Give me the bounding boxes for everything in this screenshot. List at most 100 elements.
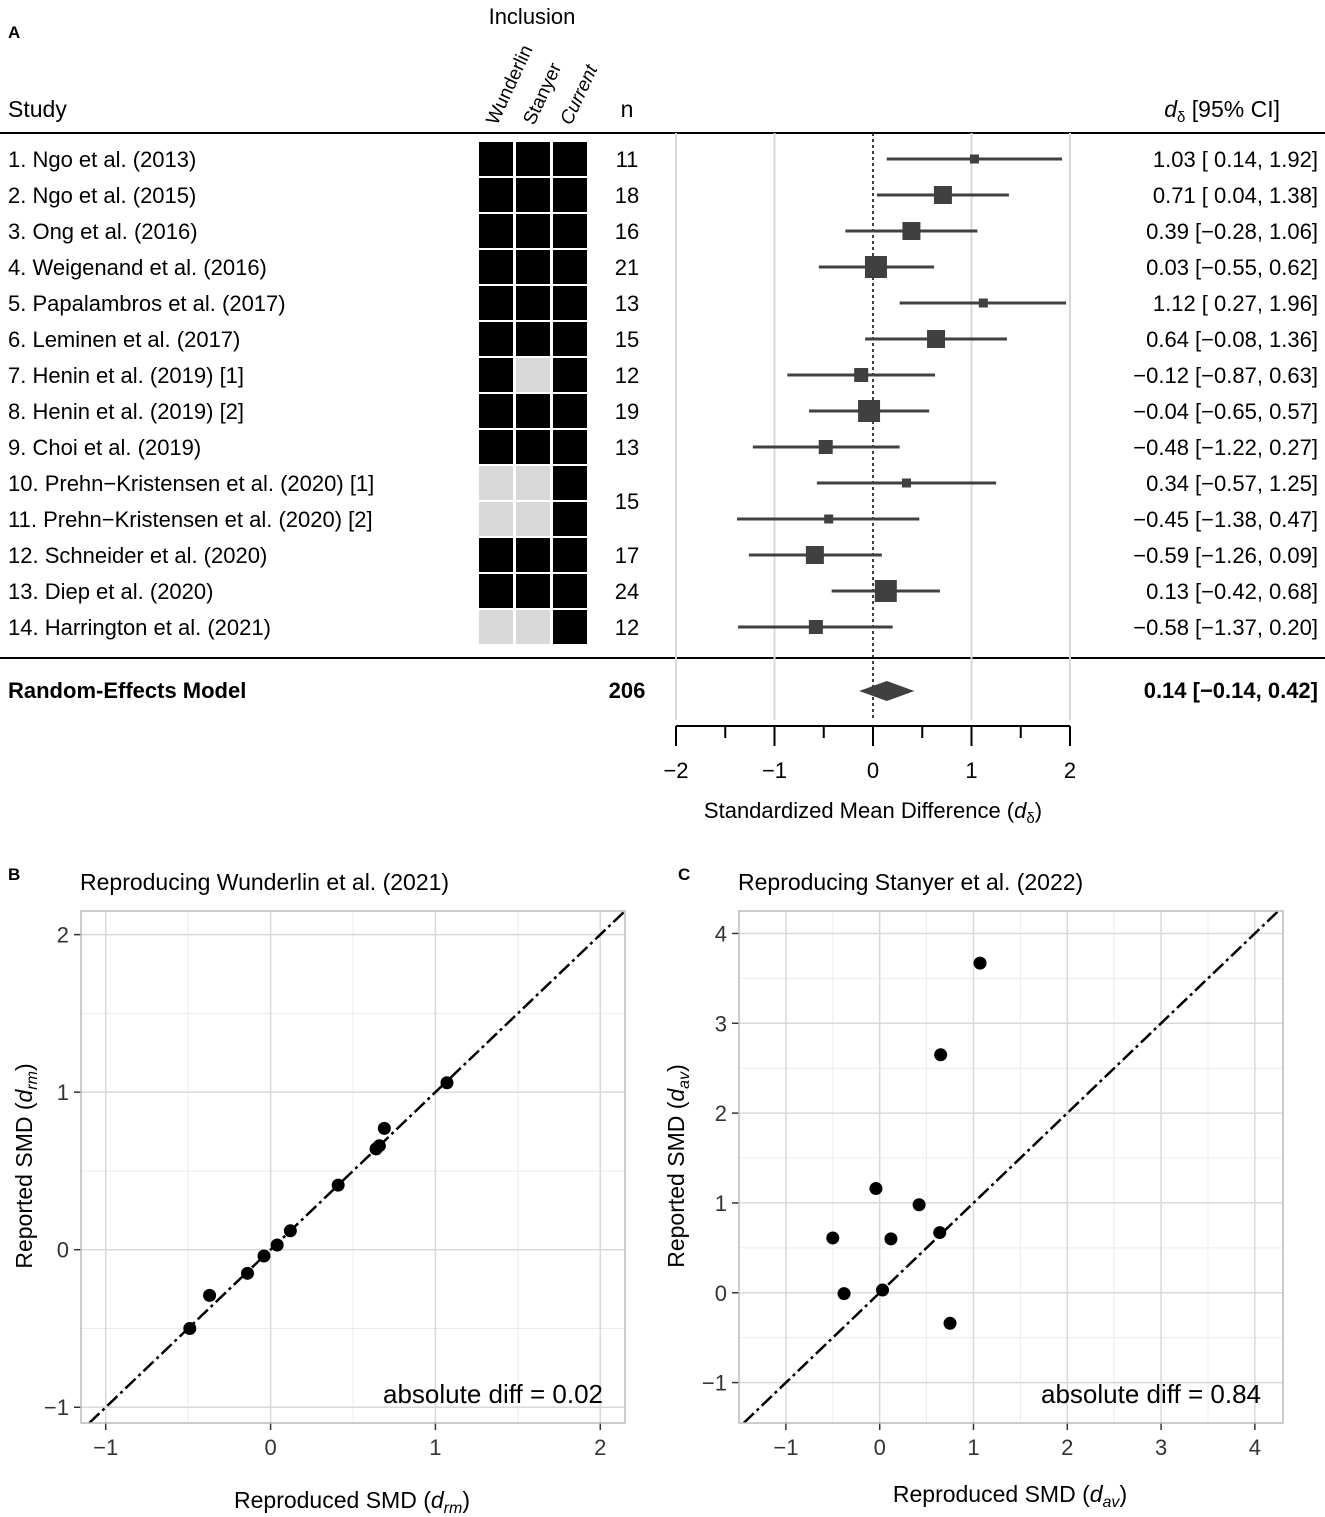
n-header: n xyxy=(621,96,634,122)
study-estimate-square xyxy=(805,546,824,564)
data-point xyxy=(943,1316,957,1330)
data-point xyxy=(869,1182,883,1196)
study-ci-text: −0.48 [−1.22, 0.27] xyxy=(1133,435,1318,460)
data-point xyxy=(257,1249,271,1263)
panel-c: C Reproducing Stanyer et al. (2022) Repr… xyxy=(663,865,1127,1511)
data-point xyxy=(203,1288,217,1302)
y-tick-label: 2 xyxy=(715,1101,727,1126)
study-estimate-square xyxy=(927,330,946,348)
inclusion-cell xyxy=(516,466,550,500)
study-label: 2. Ngo et al. (2015) xyxy=(8,183,196,208)
study-ci-text: 1.03 [ 0.14, 1.92] xyxy=(1153,147,1318,172)
inclusion-cell xyxy=(516,394,550,428)
y-tick-label: 1 xyxy=(57,1080,69,1105)
y-tick-label: −1 xyxy=(44,1395,69,1420)
model-ci-text: 0.14 [−0.14, 0.42] xyxy=(1144,678,1318,703)
study-estimate-square xyxy=(978,298,988,308)
study-label: 14. Harrington et al. (2021) xyxy=(8,615,271,640)
panel-c-label: C xyxy=(678,865,690,884)
study-estimate-square xyxy=(818,440,833,454)
study-label: 11. Prehn−Kristensen et al. (2020) [2] xyxy=(8,507,373,532)
x-tick-label: −1 xyxy=(93,1435,118,1460)
study-label: 4. Weigenand et al. (2016) xyxy=(8,255,267,280)
plot-border xyxy=(80,910,626,1424)
x-tick-label: 2 xyxy=(1061,1435,1073,1460)
study-ci-text: −0.58 [−1.37, 0.20] xyxy=(1133,615,1318,640)
inclusion-cell xyxy=(479,466,513,500)
inclusion-cell xyxy=(479,178,513,212)
study-ci-text: 0.34 [−0.57, 1.25] xyxy=(1146,471,1318,496)
data-point xyxy=(183,1321,197,1335)
study-label: 8. Henin et al. (2019) [2] xyxy=(8,399,244,424)
forest-plot: 1. Ngo et al. (2013) 11 1.03 [ 0.14, 1.92]… xyxy=(8,133,1318,783)
study-label: 5. Papalambros et al. (2017) xyxy=(8,291,286,316)
inclusion-cell xyxy=(516,286,550,320)
study-n: 15 xyxy=(615,327,639,352)
study-ci-text: 0.13 [−0.42, 0.68] xyxy=(1146,579,1318,604)
inclusion-cell xyxy=(553,430,587,464)
study-estimate-square xyxy=(874,580,897,602)
study-estimate-square xyxy=(969,154,979,164)
x-tick-label: 2 xyxy=(594,1435,606,1460)
reference-line xyxy=(88,910,626,1424)
study-estimate-square xyxy=(858,400,881,422)
inclusion-cell xyxy=(516,214,550,248)
y-tick-label: 4 xyxy=(715,921,727,946)
study-label: 10. Prehn−Kristensen et al. (2020) [1] xyxy=(8,471,374,496)
study-estimate-square xyxy=(854,368,869,382)
inclusion-cell xyxy=(516,430,550,464)
inclusion-cell xyxy=(553,358,587,392)
study-label: 6. Leminen et al. (2017) xyxy=(8,327,240,352)
panel-b-title: Reproducing Wunderlin et al. (2021) xyxy=(80,869,449,895)
study-n: 19 xyxy=(615,399,639,424)
inclusion-cell xyxy=(553,142,587,176)
x-tick-label: 4 xyxy=(1249,1435,1261,1460)
forest-x-axis-label: Standardized Mean Difference (dδ) xyxy=(704,798,1042,827)
study-n: 21 xyxy=(615,255,639,280)
panel-b: B Reproducing Wunderlin et al. (2021) Re… xyxy=(8,865,470,1517)
study-label: 13. Diep et al. (2020) xyxy=(8,579,213,604)
y-tick-label: 2 xyxy=(57,923,69,948)
study-n: 17 xyxy=(615,543,639,568)
study-n: 24 xyxy=(615,579,639,604)
study-header: Study xyxy=(8,96,67,122)
study-ci-text: 0.39 [−0.28, 1.06] xyxy=(1146,219,1318,244)
inclusion-cell xyxy=(479,538,513,572)
study-ci-text: −0.59 [−1.26, 0.09] xyxy=(1133,543,1318,568)
inclusion-cell xyxy=(479,574,513,608)
inclusion-cell xyxy=(516,574,550,608)
study-n-merged: 15 xyxy=(615,489,639,514)
data-point xyxy=(283,1224,297,1238)
study-ci-text: 1.12 [ 0.27, 1.96] xyxy=(1153,291,1318,316)
forest-x-tick-label: −2 xyxy=(663,758,688,783)
inclusion-cell xyxy=(479,250,513,284)
inclusion-cell xyxy=(553,178,587,212)
inclusion-cell xyxy=(516,322,550,356)
study-ci-text: 0.71 [ 0.04, 1.38] xyxy=(1153,183,1318,208)
study-estimate-square xyxy=(864,256,887,278)
study-n: 13 xyxy=(615,291,639,316)
inclusion-cell xyxy=(479,358,513,392)
panel-b-y-axis-label: Reported SMD (drm) xyxy=(11,1063,41,1268)
inclusion-cell xyxy=(479,142,513,176)
ci-header: dδ [95% CI] xyxy=(1164,96,1280,126)
y-tick-label: 3 xyxy=(715,1011,727,1036)
inclusion-cell xyxy=(516,250,550,284)
data-point xyxy=(884,1232,898,1246)
study-estimate-square xyxy=(808,620,823,634)
study-ci-text: −0.12 [−0.87, 0.63] xyxy=(1133,363,1318,388)
y-tick-label: −1 xyxy=(702,1371,727,1396)
study-estimate-square xyxy=(933,186,952,204)
study-label: 3. Ong et al. (2016) xyxy=(8,219,198,244)
study-ci-text: −0.04 [−0.65, 0.57] xyxy=(1133,399,1318,424)
x-tick-label: 1 xyxy=(429,1435,441,1460)
study-estimate-square xyxy=(901,478,911,488)
panel-c-x-axis-label: Reproduced SMD (dav) xyxy=(893,1481,1127,1511)
inclusion-cell xyxy=(553,538,587,572)
inclusion-cell xyxy=(479,502,513,536)
x-tick-label: 0 xyxy=(264,1435,276,1460)
study-label: 1. Ngo et al. (2013) xyxy=(8,147,196,172)
data-point xyxy=(826,1231,840,1245)
data-point xyxy=(369,1142,383,1156)
panel-c-scatter: −1 0 1 2 3 4 −1 0 1 2 3 4 absolute diff = 0.84 xyxy=(702,910,1284,1460)
